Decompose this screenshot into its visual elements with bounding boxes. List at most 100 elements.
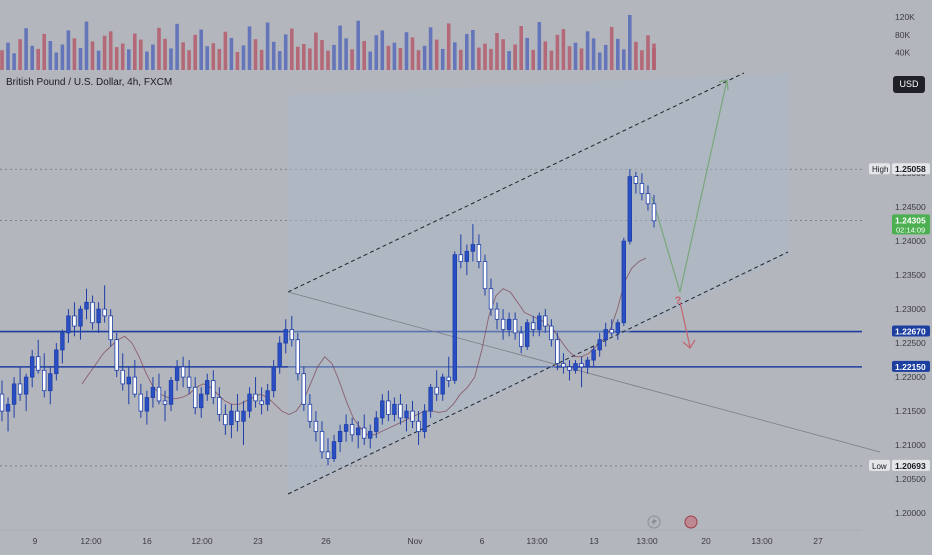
volume-bar [374, 35, 379, 70]
volume-bar [302, 44, 306, 70]
candle [198, 387, 204, 418]
candle-body [174, 366, 180, 381]
candle-body [223, 414, 228, 426]
candle [150, 377, 156, 408]
volume-bar [591, 38, 596, 70]
candlesticks [0, 169, 657, 466]
volume-bar [114, 47, 119, 70]
candle [259, 387, 264, 415]
price-tick-label: 1.21000 [895, 440, 926, 450]
volume-bar [18, 39, 22, 70]
candle [567, 360, 572, 381]
volume-bar [416, 50, 421, 70]
volume-bar [283, 34, 288, 70]
candle [555, 332, 560, 371]
candle-body [392, 403, 397, 415]
economic-event-icon [684, 515, 698, 529]
volume-tick-label: 120K [895, 12, 915, 22]
volume-bar [66, 30, 71, 70]
candle [440, 373, 445, 401]
volume-bar [507, 51, 511, 70]
volume-bar [199, 29, 203, 70]
candle [271, 360, 276, 398]
volume-bar [30, 45, 34, 70]
candle [23, 373, 29, 412]
candle-body [108, 315, 113, 341]
time-axis[interactable]: 9 12:00 16 12:00 23 26 Nov 6 13:00 13 13:00 20 13:00… [0, 515, 862, 546]
candle-body [325, 451, 331, 459]
time-tick-label: 13:00 [636, 536, 658, 546]
candle [283, 319, 288, 354]
candle-body [464, 250, 469, 262]
volume-bar [6, 42, 10, 70]
volume-bar [229, 37, 234, 70]
candle-body [150, 386, 156, 398]
candle-body [422, 410, 427, 432]
volume-tick-label: 80K [895, 30, 910, 40]
candle-body [633, 176, 639, 184]
volume-bar [543, 41, 548, 70]
up-scenario-path [651, 79, 728, 293]
candle-body [549, 325, 554, 341]
candle-body [349, 424, 355, 436]
volume-bar [247, 26, 252, 70]
candle [42, 353, 47, 398]
volume-bar [392, 42, 397, 70]
candle-body [470, 244, 476, 252]
volume-bar [290, 28, 294, 71]
low-price-tag: 1.20693 Low [869, 459, 930, 471]
candle-body [60, 332, 65, 351]
candle-body [410, 410, 415, 422]
candle [561, 353, 566, 374]
currency-button[interactable]: USD [893, 76, 925, 93]
candle-body [476, 244, 482, 262]
volume-bar [573, 42, 578, 70]
candle-body [319, 430, 325, 453]
volume-bar [102, 35, 107, 70]
candle-body [651, 203, 657, 222]
volume-bar [404, 32, 409, 70]
candle-body [500, 318, 506, 330]
candle-body [29, 356, 35, 378]
candle-body [434, 386, 439, 395]
candle [36, 339, 41, 374]
volume-bar [386, 45, 391, 70]
candle-body [96, 308, 101, 324]
candle [434, 370, 439, 401]
candle [331, 434, 337, 463]
high-price-tag: 1.25058 High [869, 163, 930, 175]
volume-bar [501, 39, 505, 70]
volume-bar [531, 49, 535, 70]
candle-body [42, 369, 47, 392]
candle [537, 312, 542, 337]
candle-body [132, 376, 137, 395]
volume-bar [84, 21, 89, 71]
candle [398, 394, 403, 425]
candle [29, 349, 35, 388]
volume-bar [398, 48, 403, 70]
candle-body [355, 427, 361, 436]
candle-body [259, 400, 264, 405]
volume-bar [42, 33, 46, 70]
candle-body [645, 193, 651, 205]
price-axis[interactable]: 120K80K40K1.250001.245001.240001.235001.… [869, 12, 930, 518]
candle [48, 366, 53, 405]
price-tick-label: 1.20000 [895, 508, 926, 518]
price-tick-label: 1.24500 [895, 202, 926, 212]
candle [549, 319, 554, 347]
candle-body [289, 329, 294, 341]
volume-bar [428, 27, 433, 70]
candle [295, 332, 300, 381]
candle-body [48, 373, 53, 392]
candle [392, 397, 397, 422]
symbol-title: British Pound / U.S. Dollar, 4h, FXCM [6, 77, 173, 88]
volume-bar [453, 42, 457, 70]
volume-bar [271, 41, 276, 70]
candle [585, 356, 590, 374]
candle [126, 366, 131, 405]
candle-body [229, 410, 234, 426]
volume-bar [163, 38, 167, 70]
candle [615, 319, 620, 340]
volume-bar [616, 38, 620, 70]
